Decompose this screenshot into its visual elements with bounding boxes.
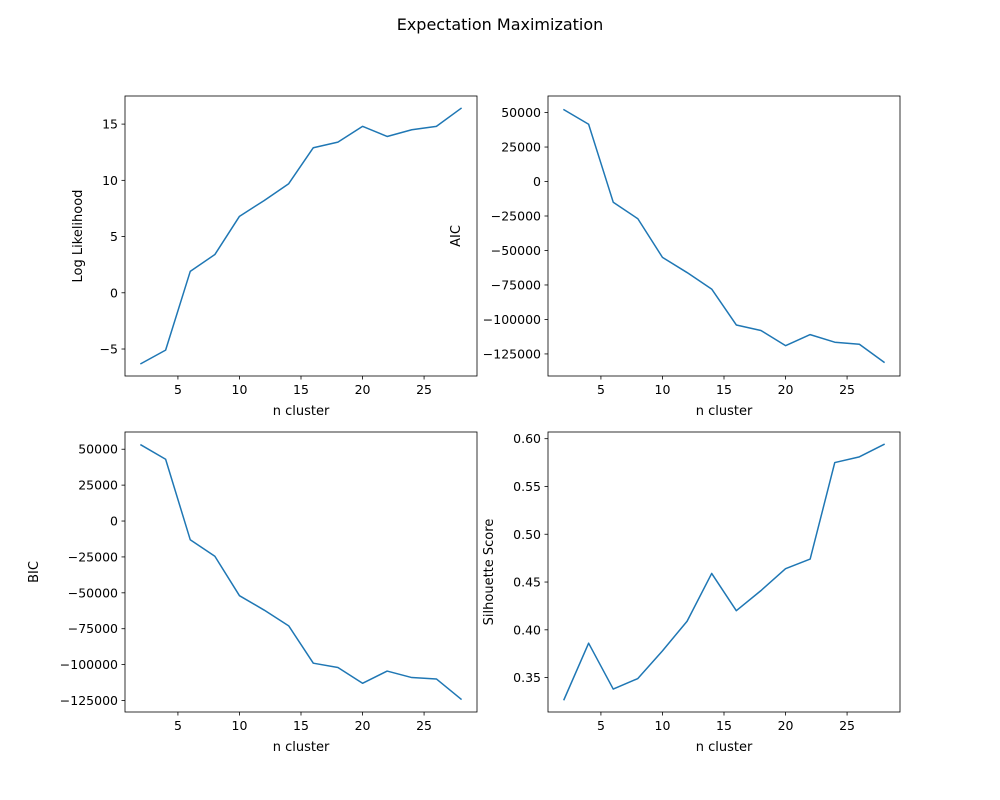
bic-series-line [139, 443, 463, 701]
subplots-grid: 5 10 15 20 25 −5 0 5 10 15 n cluster Log Likelihood… [27, 95, 901, 755]
log-likelihood-x-tick-label: 20 [355, 382, 371, 397]
aic-y-tick-label: 50000 [501, 105, 541, 120]
aic-x-axis-label: n cluster [696, 404, 753, 419]
aic-x-tick-label: 20 [778, 382, 794, 397]
aic-x-tick-label: 5 [597, 382, 605, 397]
log-likelihood-series-line [139, 107, 463, 365]
silhouette-x-tick-label: 10 [655, 718, 671, 733]
log-likelihood-y-tick-label: −5 [100, 342, 118, 357]
aic-y-tick-label: −50000 [491, 243, 541, 258]
log-likelihood-x-tick-label: 5 [174, 382, 182, 397]
log-likelihood-y-tick-label: 15 [102, 117, 118, 132]
bic-x-tick-label: 10 [232, 718, 248, 733]
subplot-silhouette: 5 10 15 20 25 0.35 0.40 0.45 0.50 0.55 0.60 n clust… [482, 431, 901, 755]
bic-y-tick-label: −50000 [68, 585, 118, 600]
silhouette-y-tick-label: 0.45 [513, 575, 541, 590]
subplot-log-likelihood: 5 10 15 20 25 −5 0 5 10 15 n cluster Log Likelihood [71, 95, 478, 419]
aic-y-tick-label: 25000 [501, 140, 541, 155]
silhouette-y-tick-label: 0.60 [513, 431, 541, 446]
log-likelihood-y-tick-label: 10 [102, 173, 118, 188]
bic-y-tick-label: −75000 [68, 621, 118, 636]
bic-y-tick-label: −100000 [60, 657, 118, 672]
bic-y-tick-label: −125000 [60, 693, 118, 708]
silhouette-x-tick-label: 5 [597, 718, 605, 733]
bic-y-tick-label: 0 [110, 514, 118, 529]
aic-y-tick-label: −25000 [491, 209, 541, 224]
log-likelihood-x-tick-label: 15 [293, 382, 309, 397]
aic-series-line [562, 108, 886, 364]
silhouette-y-tick-label: 0.40 [513, 622, 541, 637]
subplot-bic: 5 10 15 20 25 50000 25000 0 −25000 −50000 −75000 −1… [27, 431, 478, 755]
aic-y-axis-label: AIC [449, 225, 464, 247]
figure-title: Expectation Maximization [397, 15, 604, 34]
aic-y-tick-label: −125000 [483, 346, 541, 361]
aic-x-tick-label: 15 [716, 382, 732, 397]
silhouette-series-line [563, 443, 886, 701]
aic-y-tick-label: 0 [533, 174, 541, 189]
bic-y-axis-label: BIC [27, 561, 42, 583]
silhouette-y-axis-label: Silhouette Score [482, 519, 497, 626]
aic-x-tick-label: 25 [839, 382, 855, 397]
aic-y-tick-label: −100000 [483, 312, 541, 327]
log-likelihood-x-tick-label: 25 [416, 382, 432, 397]
log-likelihood-y-axis-label: Log Likelihood [71, 190, 86, 283]
log-likelihood-x-axis-label: n cluster [273, 404, 330, 419]
bic-y-tick-label: −25000 [68, 549, 118, 564]
silhouette-x-tick-label: 20 [778, 718, 794, 733]
aic-y-tick-label: −75000 [491, 277, 541, 292]
silhouette-y-tick-label: 0.50 [513, 527, 541, 542]
log-likelihood-y-tick-label: 5 [110, 229, 118, 244]
log-likelihood-y-tick-label: 0 [110, 285, 118, 300]
bic-x-tick-label: 25 [416, 718, 432, 733]
silhouette-x-axis-label: n cluster [696, 740, 753, 755]
bic-x-tick-label: 15 [293, 718, 309, 733]
silhouette-x-tick-label: 15 [716, 718, 732, 733]
aic-x-tick-label: 10 [655, 382, 671, 397]
bic-y-tick-label: 25000 [78, 478, 118, 493]
bic-x-tick-label: 5 [174, 718, 182, 733]
subplot-aic: 5 10 15 20 25 50000 25000 0 −25000 −50000 −75000 −1… [449, 95, 901, 419]
silhouette-y-tick-label: 0.35 [513, 670, 541, 685]
log-likelihood-x-tick-label: 10 [232, 382, 248, 397]
bic-y-tick-label: 50000 [78, 442, 118, 457]
bic-x-tick-label: 20 [355, 718, 371, 733]
silhouette-y-tick-label: 0.55 [513, 479, 541, 494]
bic-x-axis-label: n cluster [273, 740, 330, 755]
silhouette-x-tick-label: 25 [839, 718, 855, 733]
